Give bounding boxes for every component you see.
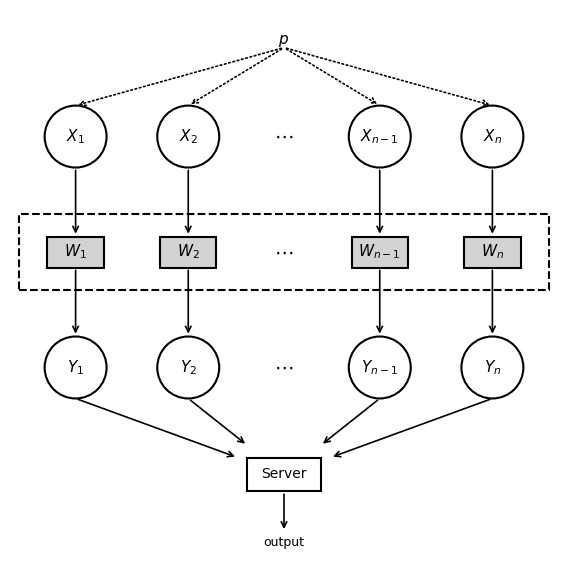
Text: output: output: [264, 535, 304, 548]
Circle shape: [157, 337, 219, 398]
Circle shape: [349, 337, 411, 398]
Text: $\cdots$: $\cdots$: [274, 358, 294, 377]
Text: $W_1$: $W_1$: [64, 243, 87, 261]
Circle shape: [349, 106, 411, 168]
Bar: [160, 237, 216, 268]
Bar: [48, 237, 104, 268]
Text: $Y_2$: $Y_2$: [179, 358, 197, 377]
Text: $Y_{n-1}$: $Y_{n-1}$: [361, 358, 398, 377]
Text: $X_1$: $X_1$: [66, 127, 85, 146]
Circle shape: [45, 337, 107, 398]
Bar: [248, 457, 320, 491]
Circle shape: [461, 337, 523, 398]
Text: $\cdots$: $\cdots$: [274, 242, 294, 261]
Text: $X_{n-1}$: $X_{n-1}$: [361, 127, 399, 146]
Text: $p$: $p$: [278, 33, 290, 49]
Text: Server: Server: [261, 468, 307, 482]
Bar: [464, 237, 520, 268]
Text: $Y_1$: $Y_1$: [67, 358, 84, 377]
Text: $Y_n$: $Y_n$: [484, 358, 501, 377]
Text: $W_{n-1}$: $W_{n-1}$: [358, 243, 401, 261]
Circle shape: [45, 106, 107, 168]
Bar: [352, 237, 408, 268]
Bar: [19, 214, 549, 290]
Circle shape: [461, 106, 523, 168]
Text: $\cdots$: $\cdots$: [274, 127, 294, 146]
Text: $W_2$: $W_2$: [177, 243, 199, 261]
Text: $X_n$: $X_n$: [483, 127, 502, 146]
Circle shape: [157, 106, 219, 168]
Text: $W_n$: $W_n$: [481, 243, 504, 261]
Text: $X_2$: $X_2$: [179, 127, 198, 146]
